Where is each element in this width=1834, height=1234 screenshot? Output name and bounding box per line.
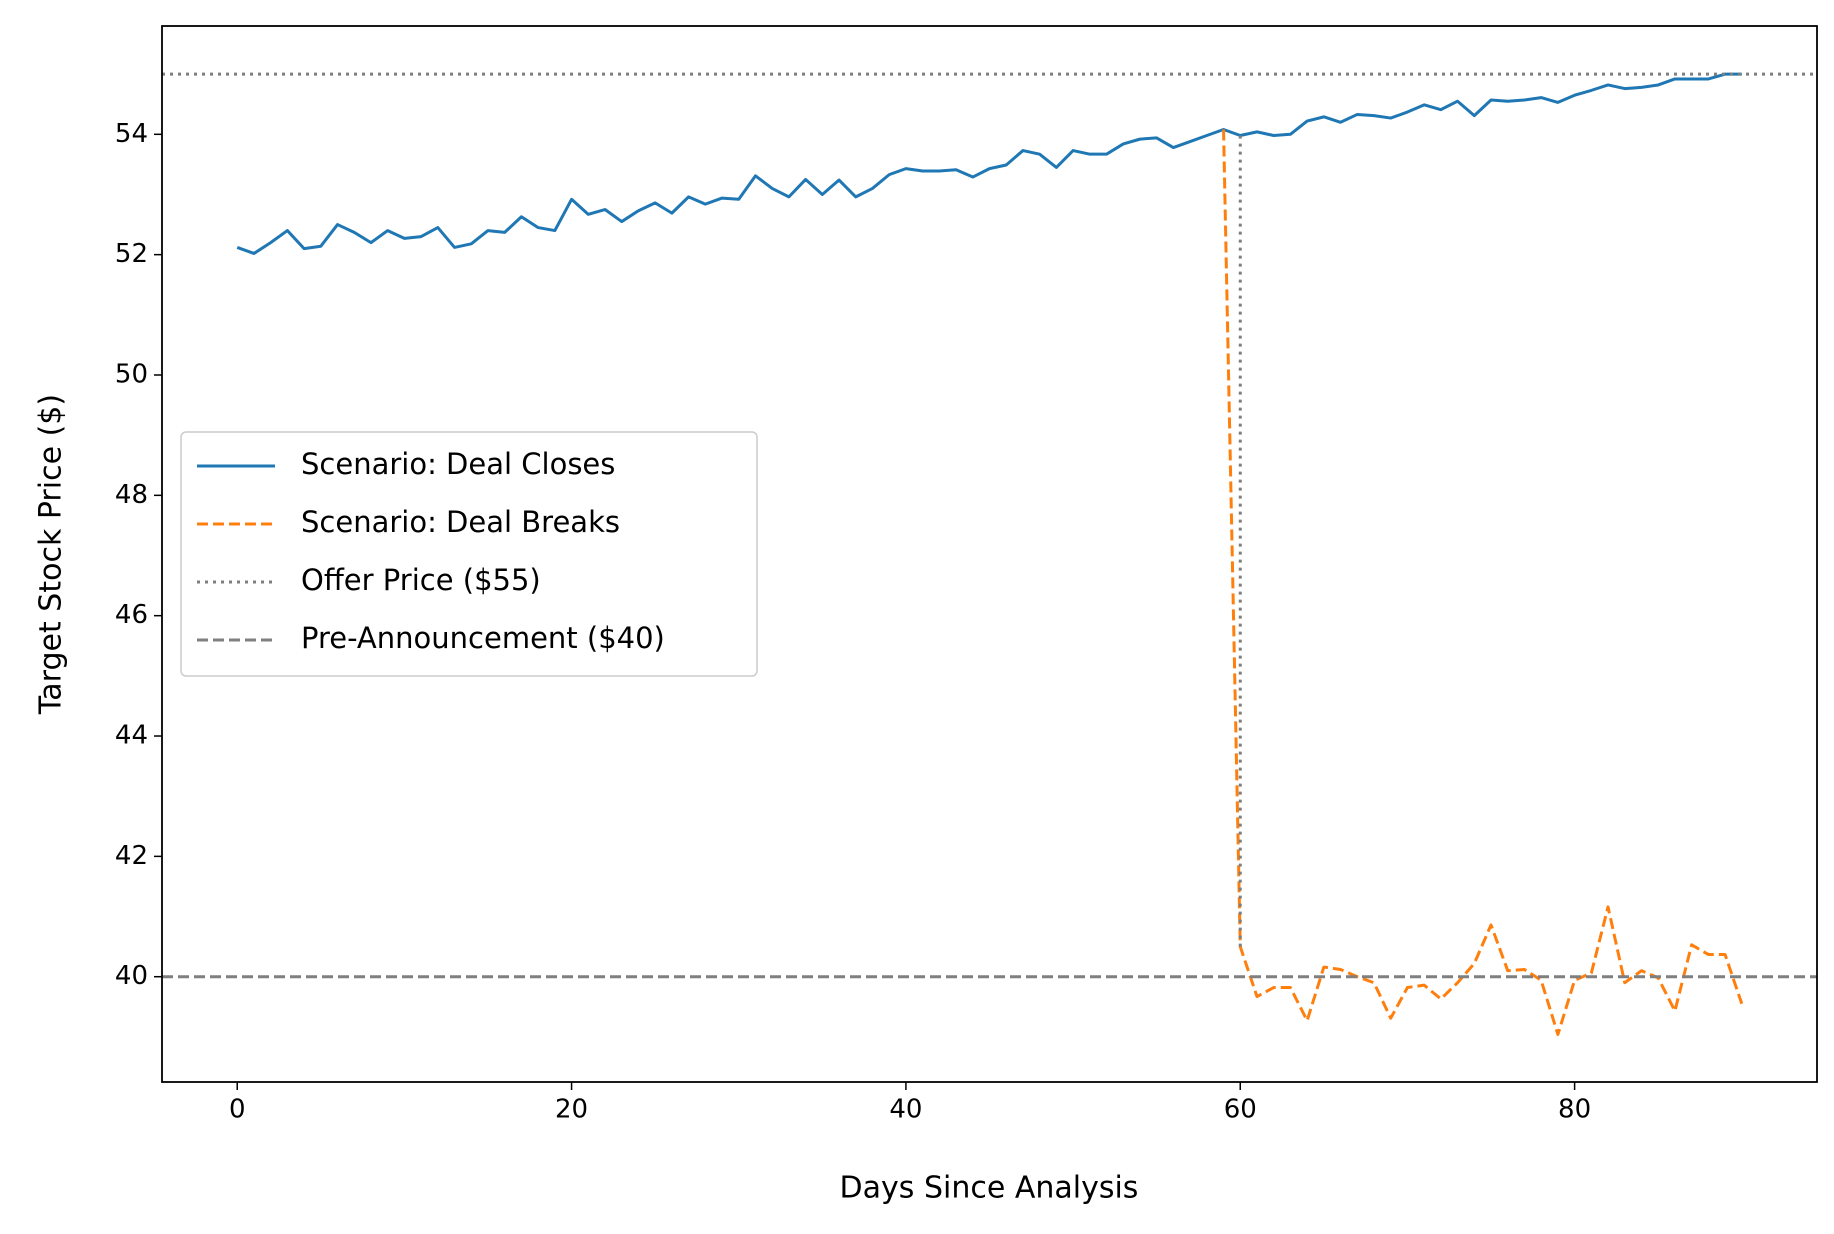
axes-frame (161, 25, 1818, 1083)
plot-area (162, 72, 1817, 1036)
legend-label: Offer Price ($55) (301, 563, 541, 597)
y-tick-label: 50 (115, 359, 148, 389)
x-tick-label: 0 (229, 1095, 246, 1125)
x-tick-label: 20 (555, 1095, 588, 1125)
x-tick-label: 40 (889, 1095, 922, 1125)
y-tick-label: 54 (115, 119, 148, 149)
legend-box (180, 431, 758, 677)
legend-label: Scenario: Deal Breaks (301, 505, 620, 539)
x-tick-label: 60 (1224, 1095, 1257, 1125)
legend-label: Pre-Announcement ($40) (301, 621, 665, 655)
x-tick-label: 80 (1558, 1095, 1591, 1125)
y-tick-label: 42 (115, 841, 148, 871)
y-tick-label: 46 (115, 600, 148, 630)
y-axis-label: Target Stock Price ($) (34, 394, 69, 715)
y-tick-label: 52 (115, 239, 148, 269)
y-tick-label: 44 (115, 721, 148, 751)
legend-label: Scenario: Deal Closes (301, 447, 615, 481)
y-tick-label: 40 (115, 961, 148, 991)
x-axis-label: Days Since Analysis (840, 1171, 1139, 1206)
y-tick-label: 48 (115, 480, 148, 510)
series-line (236, 72, 1742, 255)
